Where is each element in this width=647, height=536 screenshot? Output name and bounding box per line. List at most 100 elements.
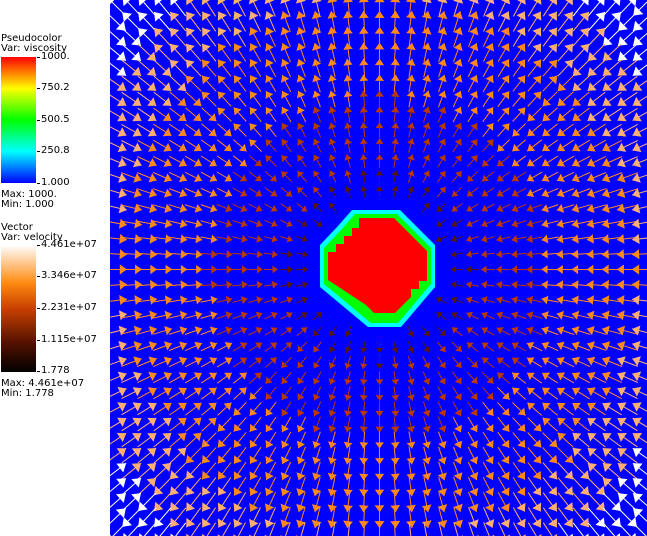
vector-tick-label: 1.778	[41, 365, 70, 376]
arrow-icon	[122, 0, 131, 7]
arrow-icon	[225, 234, 233, 244]
arrow-icon	[374, 42, 385, 50]
arrow-icon	[407, 362, 415, 369]
arrow-icon	[281, 91, 290, 99]
arrow-icon	[453, 0, 464, 4]
arrow-icon	[118, 172, 127, 183]
arrow-icon	[557, 432, 567, 442]
arrow-icon	[572, 417, 582, 427]
arrow-icon	[375, 410, 384, 417]
velocity-arrow-shaft	[542, 522, 553, 536]
arrow-icon	[270, 189, 278, 197]
velocity-arrow-shaft	[300, 522, 306, 536]
arrow-icon	[541, 341, 550, 350]
arrow-icon	[406, 504, 416, 513]
arrow-icon	[470, 408, 478, 416]
arrow-icon	[223, 387, 232, 396]
arrow-icon	[617, 66, 628, 76]
arrow-icon	[281, 75, 290, 83]
arrow-icon	[209, 158, 217, 167]
arrow-icon	[343, 106, 353, 114]
arrow-icon	[162, 67, 172, 76]
arrow-icon	[455, 361, 462, 369]
arrow-icon	[358, 11, 369, 19]
arrow-icon	[217, 0, 226, 5]
arrow-icon	[527, 387, 536, 396]
velocity-arrow-shaft	[468, 522, 475, 536]
arrow-icon	[131, 493, 141, 503]
arrow-icon	[149, 218, 157, 229]
vector-tick-mark	[37, 276, 40, 277]
arrow-icon	[571, 188, 580, 198]
arrow-icon	[618, 493, 628, 503]
arrow-icon	[501, 439, 510, 448]
arrow-icon	[118, 310, 127, 321]
velocity-arrow-shaft	[269, 522, 276, 536]
arrow-icon	[437, 488, 447, 497]
arrow-icon	[617, 417, 627, 427]
arrow-icon	[617, 157, 626, 168]
arrow-icon	[439, 329, 446, 336]
arrow-icon	[281, 361, 289, 368]
arrow-icon	[391, 122, 400, 129]
arrow-icon	[218, 43, 227, 53]
velocity-arrow-shaft	[112, 522, 127, 536]
arrow-icon	[453, 519, 463, 528]
arrow-icon	[255, 189, 263, 197]
arrow-icon	[375, 106, 384, 113]
velocity-arrow-shaft	[393, 521, 396, 536]
arrow-icon	[436, 205, 444, 212]
pseudocolor-tick-label: 250.8	[41, 145, 70, 156]
arrow-icon	[223, 143, 232, 152]
arrow-icon	[281, 123, 289, 131]
velocity-arrow-shaft	[602, 522, 616, 536]
arrow-icon	[556, 219, 564, 228]
arrow-icon	[586, 264, 594, 275]
arrow-icon	[134, 218, 142, 229]
arrow-icon	[438, 106, 447, 114]
arrow-icon	[312, 74, 321, 83]
arrow-icon	[180, 264, 188, 275]
arrow-icon	[375, 426, 384, 433]
arrow-icon	[154, 485, 164, 496]
arrow-icon	[154, 533, 159, 536]
arrow-icon	[119, 279, 127, 290]
arrow-icon	[169, 59, 179, 69]
velocity-arrow-shaft	[284, 522, 291, 536]
render-viewport[interactable]	[110, 0, 647, 536]
arrow-icon	[358, 0, 369, 3]
arrow-icon	[313, 154, 321, 162]
arrow-icon	[177, 447, 187, 457]
arrow-icon	[281, 456, 290, 464]
arrow-icon	[406, 58, 416, 66]
arrow-icon	[170, 533, 174, 536]
arrow-icon	[511, 311, 519, 320]
arrow-icon	[511, 189, 519, 197]
arrow-icon	[148, 142, 157, 152]
arrow-icon	[602, 51, 613, 61]
arrow-icon	[270, 204, 278, 212]
arrow-icon	[482, 174, 490, 182]
velocity-arrow-shaft	[363, 521, 366, 536]
arrow-icon	[572, 356, 581, 366]
arrow-icon	[572, 67, 582, 77]
arrow-icon	[327, 472, 337, 481]
arrow-icon	[201, 533, 206, 536]
arrow-icon	[118, 188, 127, 199]
arrow-icon	[233, 471, 243, 480]
arrow-icon	[421, 27, 432, 35]
arrow-icon	[193, 158, 202, 167]
arrow-icon	[138, 517, 148, 527]
arrow-icon	[217, 27, 227, 37]
arrow-icon	[295, 0, 306, 4]
arrow-icon	[280, 472, 290, 480]
arrow-icon	[497, 372, 505, 380]
arrow-icon	[602, 66, 613, 76]
arrow-icon	[240, 219, 248, 228]
arrow-icon	[496, 311, 504, 320]
arrow-icon	[147, 448, 157, 457]
arrow-icon	[285, 342, 292, 349]
vector-field-plot	[110, 0, 647, 536]
arrow-icon	[390, 58, 400, 66]
arrow-icon	[422, 441, 431, 449]
